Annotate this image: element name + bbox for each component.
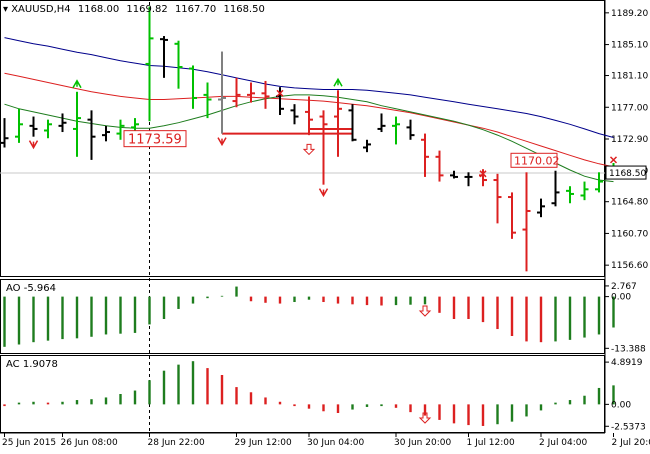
ac-axis-tick-label: 0.00 (611, 400, 631, 410)
price-bar (117, 120, 125, 140)
ao-down-arrow-icon (420, 306, 430, 316)
price-bar (566, 186, 574, 203)
price-label-2: 1170.02 (511, 153, 560, 167)
price-bar (537, 199, 545, 218)
price-axis-tick-label: 1177.00 (611, 103, 648, 113)
price-bar (392, 117, 400, 145)
x-axis-tick-label: 26 Jun 08:00 (61, 438, 118, 448)
x-axis-tick-label: 1 Jul 12:00 (467, 438, 516, 448)
header-symbol-icon: ▾ (3, 4, 11, 15)
ac-label: AC 1.9078 (6, 359, 58, 370)
x-axis-tick-label: 29 Jun 12:00 (235, 438, 292, 448)
price-bar (494, 174, 502, 224)
price-bar (465, 172, 473, 186)
price-bars (1, 7, 618, 272)
header-symbol-ohlc: ▾ XAUUSD,H4 1168.00 1169.82 1167.70 1168… (3, 4, 265, 15)
price-bar (30, 117, 38, 137)
x-axis-tick-label: 25 Jun 2015 (2, 438, 56, 448)
price-bar (523, 172, 531, 271)
price-bar (508, 192, 516, 238)
price-bar (102, 126, 110, 141)
fractal-down-marker (218, 138, 226, 145)
price-bar (218, 52, 226, 134)
ac-histogram (5, 361, 614, 426)
price-bar (247, 82, 255, 102)
price-bar (59, 113, 67, 132)
current-price-line (0, 2, 605, 432)
current-price-tag: 1168.50 (606, 166, 646, 179)
price-bar (73, 92, 81, 157)
price-bar (450, 171, 458, 179)
price-bar (233, 78, 241, 107)
price-bar (15, 109, 23, 143)
fractal-down-marker (30, 141, 38, 148)
price-bar (334, 90, 342, 157)
price-bar (552, 171, 560, 207)
price-axis-tick-label: 1189.20 (611, 9, 648, 19)
price-bar (146, 7, 154, 122)
price-bar (291, 104, 299, 124)
x-axis-tick-label: 28 Jun 22:00 (148, 438, 205, 448)
fractal-up-marker (73, 81, 81, 88)
header-high: 1169.82 (126, 4, 167, 15)
price-label-1-text: 1173.59 (128, 133, 182, 148)
price-bar (349, 104, 357, 141)
header-close: 1168.50 (223, 4, 264, 15)
ao-axis-tick-label: -13.388 (611, 344, 646, 354)
header-symbol: XAUUSD,H4 (11, 4, 70, 15)
ao-axis-tick-label: 0.00 (611, 293, 631, 303)
price-bar (378, 113, 386, 132)
ac-panel-frame (1, 356, 605, 433)
price-bar (189, 65, 197, 108)
price-axis-tick-label: 1185.10 (611, 41, 648, 51)
price-bar (1, 118, 9, 147)
current-price-tag-text: 1168.50 (609, 169, 646, 179)
price-axis-tick-label: 1156.60 (611, 261, 648, 271)
price-bar (595, 172, 603, 192)
x-axis-tick-label: 2 Jul 04:00 (539, 438, 588, 448)
fractal-up-marker (334, 79, 342, 86)
price-axis-tick-label: 1160.70 (611, 229, 648, 239)
price-axis-tick-label: 1172.90 (611, 135, 648, 145)
price-down-arrow-icon (304, 144, 314, 154)
ao-axis-tick-label: 2.767 (611, 282, 637, 292)
price-bar (421, 134, 429, 177)
x-axis-tick-label: 2 Jul 20:00 (612, 438, 650, 448)
x-axis-tick-label: 30 Jun 04:00 (307, 438, 364, 448)
fractal-down-marker (320, 189, 328, 196)
signal-cross-marker (611, 157, 617, 163)
price-bar (262, 81, 270, 109)
price-bar (363, 140, 371, 152)
price-label-2-text: 1170.02 (514, 154, 560, 167)
ao-histogram (5, 287, 614, 347)
header-open: 1168.00 (78, 4, 119, 15)
axis-ticks: 1189.20 1185.10 1181.10 1177.00 1172.90 1168.… (0, 9, 650, 448)
ao-label: AO -5.964 (6, 283, 56, 294)
price-bar (407, 120, 415, 140)
price-bar (44, 120, 52, 139)
header-low: 1167.70 (175, 4, 216, 15)
x-axis-tick-label: 30 Jun 20:00 (394, 438, 451, 448)
price-bar (175, 41, 183, 89)
price-bar (581, 182, 589, 201)
price-bar (160, 36, 168, 78)
price-bar (436, 151, 444, 182)
price-label-1: 1173.59 (124, 131, 186, 148)
price-bar (204, 82, 212, 118)
ac-axis-tick-label: 4.8919 (611, 358, 643, 368)
price-axis-tick-label: 1181.10 (611, 72, 648, 82)
price-axis-tick-label: 1164.80 (611, 198, 648, 208)
ac-axis-tick-label: -2.5373 (611, 422, 646, 432)
price-bar (88, 110, 96, 160)
price-header: ▾ XAUUSD,H4 1168.00 1169.82 1167.70 1168… (3, 4, 265, 15)
